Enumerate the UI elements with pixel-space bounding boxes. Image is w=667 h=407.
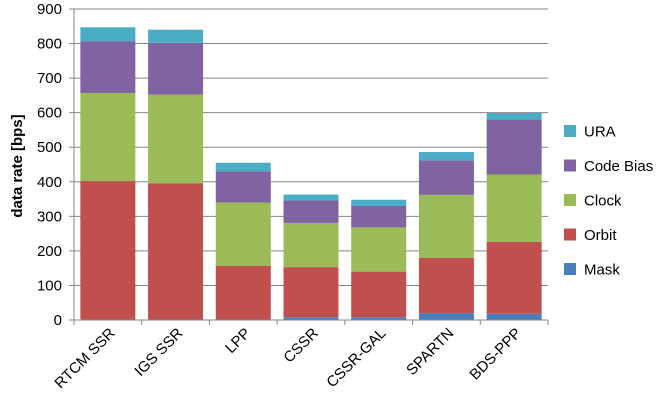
legend-label: Code Bias xyxy=(584,158,653,175)
bar-segment xyxy=(215,171,271,203)
bar-segment xyxy=(80,181,136,320)
bar-segment xyxy=(148,94,204,184)
y-axis-title: data rate [bps] xyxy=(9,114,26,217)
bar-segment xyxy=(215,202,271,266)
legend-swatch xyxy=(564,159,576,172)
bar-segment xyxy=(418,313,474,320)
bar-segment xyxy=(351,205,407,228)
legend-swatch xyxy=(564,263,576,275)
bar-segment xyxy=(283,317,339,320)
legend-swatch xyxy=(564,194,576,206)
legend-swatch xyxy=(564,228,576,241)
bar-segment xyxy=(418,257,474,314)
bar-segment xyxy=(148,42,204,95)
bar-segment xyxy=(283,267,339,318)
x-tick-label: CSSR xyxy=(280,325,322,367)
legend-label: Mask xyxy=(584,262,620,279)
bar-segment xyxy=(486,174,542,242)
x-tick-label: LPP xyxy=(222,325,254,357)
y-tick-label: 0 xyxy=(54,312,62,329)
y-tick-label: 500 xyxy=(37,139,62,156)
y-tick-label: 300 xyxy=(37,208,62,225)
y-tick-labels: 0 100 200 300 400 500 600 700 800 900 xyxy=(37,1,62,329)
y-tick-label: 200 xyxy=(37,243,62,260)
x-tick-label: BDS-PPP xyxy=(466,325,525,384)
bar-segment xyxy=(486,313,542,320)
axes xyxy=(69,8,549,325)
bar-segment xyxy=(418,160,474,195)
y-tick-label: 600 xyxy=(37,105,62,122)
bar-segment xyxy=(215,162,271,172)
x-tick-label: CSSR-GAL xyxy=(323,325,389,391)
bar-segment xyxy=(351,271,407,318)
bar-segment xyxy=(283,200,339,223)
legend: URA Code Bias Clock Orbit Mask xyxy=(564,124,653,279)
y-tick-label: 900 xyxy=(37,1,62,18)
x-tick-labels: RTCM SSR IGS SSR LPP CSSR CSSR-GAL SPARTN BDS-… xyxy=(51,325,525,392)
y-tick-label: 800 xyxy=(37,36,62,53)
bar-segment xyxy=(215,265,271,320)
y-tick-label: 100 xyxy=(37,277,62,294)
bar-segment xyxy=(148,29,204,43)
legend-label: Clock xyxy=(584,193,622,210)
y-tick-label: 700 xyxy=(37,70,62,87)
x-tick-label: SPARTN xyxy=(403,325,457,379)
bar-segment xyxy=(486,113,542,120)
bar-segment xyxy=(148,183,204,320)
bar-segment xyxy=(486,119,542,175)
bar-segment xyxy=(80,92,136,182)
x-tick-label: IGS SSR xyxy=(131,325,186,380)
bar-segment xyxy=(418,152,474,161)
bar-segment xyxy=(283,194,339,201)
bar-segment xyxy=(283,222,339,268)
y-tick-label: 400 xyxy=(37,174,62,191)
legend-label: Orbit xyxy=(584,227,617,244)
x-tick-label: RTCM SSR xyxy=(51,325,118,392)
bar-segment xyxy=(80,27,136,42)
bar-segment xyxy=(351,227,407,272)
bar-segment xyxy=(418,194,474,258)
bar-segment xyxy=(80,41,136,93)
legend-label: URA xyxy=(584,124,616,141)
legend-swatch xyxy=(564,125,576,137)
bar-segment xyxy=(351,199,407,206)
bar-segment xyxy=(486,241,542,314)
bars xyxy=(80,27,542,320)
bar-segment xyxy=(351,317,407,320)
